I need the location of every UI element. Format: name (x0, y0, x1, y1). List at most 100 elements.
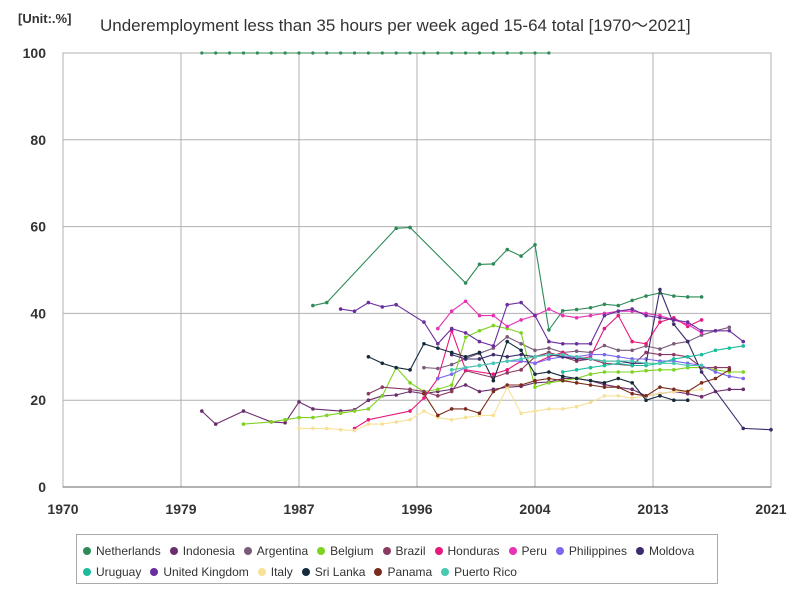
data-point (449, 368, 454, 372)
legend-label: Philippines (568, 544, 627, 558)
data-point (394, 302, 398, 307)
data-point (644, 313, 648, 318)
series-sri-lanka (366, 339, 690, 403)
data-point (588, 357, 593, 361)
data-point (602, 302, 607, 307)
data-point (672, 322, 676, 327)
legend-item: Netherlands (83, 541, 161, 561)
data-point (658, 320, 662, 324)
data-point (672, 294, 676, 298)
data-point (227, 51, 232, 55)
data-point (519, 411, 523, 416)
legend-label: Italy (270, 565, 293, 579)
data-point (477, 51, 482, 55)
data-point (366, 417, 371, 422)
data-point (394, 226, 398, 231)
data-point (533, 378, 537, 383)
data-point (380, 394, 385, 398)
data-point (630, 381, 634, 385)
legend-marker (382, 547, 391, 555)
data-point (477, 262, 482, 267)
data-point (644, 368, 648, 373)
legend-item: Moldova (635, 541, 694, 561)
legend-label: Sri Lanka (314, 565, 366, 579)
data-point (505, 302, 510, 307)
data-point (255, 51, 259, 55)
data-point (394, 51, 398, 55)
y-tick-label: 60 (30, 219, 46, 235)
data-point (325, 51, 329, 55)
data-point (644, 341, 648, 346)
series-layer (200, 51, 773, 433)
legend-marker (257, 568, 266, 576)
data-point (533, 51, 537, 55)
data-point (547, 352, 551, 357)
legend-marker (150, 568, 159, 576)
data-point (491, 323, 496, 328)
legend-marker (83, 547, 91, 555)
data-point (602, 343, 607, 348)
data-point (616, 348, 621, 353)
data-point (672, 357, 676, 361)
data-point (463, 407, 468, 411)
data-point (588, 383, 593, 387)
data-point (408, 51, 412, 55)
series-line (368, 340, 688, 401)
data-point (658, 368, 662, 372)
data-point (547, 370, 551, 374)
data-point (311, 51, 315, 55)
data-point (616, 394, 621, 398)
data-point (338, 307, 343, 311)
data-point (741, 370, 746, 374)
data-point (422, 51, 426, 55)
data-point (574, 349, 579, 353)
legend-marker (508, 547, 517, 555)
data-point (449, 372, 454, 376)
y-tick-label: 0 (38, 479, 46, 495)
series-line (437, 300, 702, 334)
data-point (366, 407, 371, 411)
legend-marker (301, 568, 310, 576)
data-point (560, 308, 565, 313)
data-point (672, 341, 676, 346)
axes: 0 20 40 60 80 100 1970 1979 1987 1996 2004 2013 2021 (23, 45, 787, 517)
data-point (297, 400, 301, 404)
data-point (658, 385, 662, 389)
legend-label: Peru (521, 544, 547, 558)
data-point (519, 341, 523, 346)
data-point (672, 352, 676, 357)
data-point (311, 426, 315, 431)
data-point (408, 417, 412, 422)
legend-item: Puerto Rico (441, 562, 517, 582)
data-point (352, 309, 357, 314)
data-point (505, 339, 510, 344)
data-point (630, 307, 634, 311)
legend-label: Puerto Rico (454, 565, 517, 579)
data-point (658, 352, 662, 357)
data-point (533, 355, 537, 359)
data-point (324, 413, 329, 418)
legend-label: Indonesia (182, 544, 235, 558)
data-point (449, 383, 454, 387)
data-point (533, 348, 537, 353)
data-point (741, 344, 746, 348)
data-point (560, 407, 565, 411)
data-point (560, 313, 565, 318)
data-point (616, 309, 621, 314)
data-point (422, 391, 426, 396)
data-point (463, 299, 468, 304)
data-point (200, 409, 204, 413)
data-point (408, 368, 412, 372)
data-point (616, 303, 621, 308)
data-point (685, 398, 690, 403)
data-point (741, 387, 746, 392)
data-point (408, 225, 412, 230)
data-point (436, 387, 440, 392)
data-point (602, 359, 607, 363)
data-point (436, 376, 440, 381)
data-point (436, 341, 440, 346)
legend-marker (635, 547, 644, 555)
data-point (685, 339, 690, 344)
data-point (644, 394, 648, 398)
data-point (588, 305, 593, 310)
